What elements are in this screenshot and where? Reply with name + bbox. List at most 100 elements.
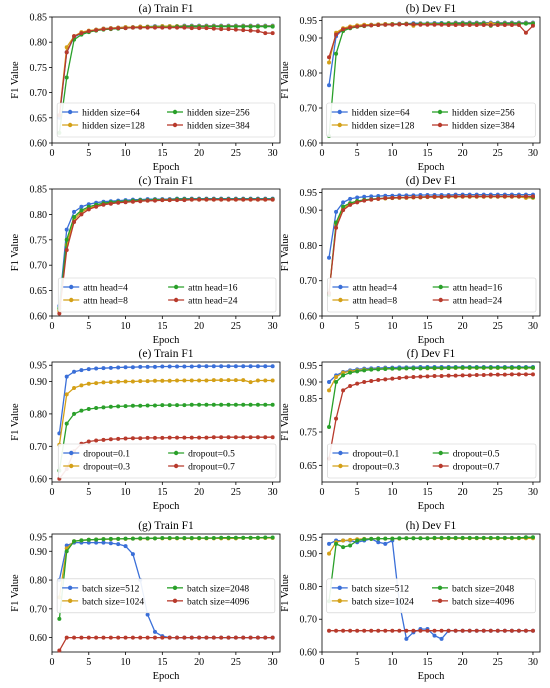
- x-tick-label: 5: [86, 487, 91, 498]
- data-point: [138, 25, 143, 30]
- data-point: [453, 373, 458, 378]
- data-point: [327, 380, 332, 384]
- x-tick-label: 30: [528, 657, 538, 668]
- data-point: [241, 435, 246, 440]
- x-tick-label: 20: [458, 321, 468, 332]
- legend-label: attn head=24: [453, 297, 503, 307]
- data-point: [182, 378, 187, 383]
- legend-swatch-marker: [437, 122, 443, 128]
- x-tick-label: 30: [528, 148, 538, 159]
- data-point: [255, 24, 260, 29]
- x-axis-label: Epoch: [153, 162, 181, 173]
- data-point: [204, 536, 209, 541]
- data-point: [523, 365, 528, 370]
- legend-swatch-marker: [437, 585, 443, 591]
- x-axis-label: Epoch: [153, 335, 181, 346]
- data-point: [182, 25, 187, 30]
- data-point: [248, 635, 253, 640]
- y-tick-label: 0.90: [300, 549, 318, 560]
- data-point: [453, 365, 458, 370]
- x-tick-label: 20: [458, 148, 468, 159]
- data-point: [241, 364, 246, 369]
- data-point: [474, 365, 479, 370]
- data-point: [397, 195, 402, 200]
- data-point: [369, 367, 374, 372]
- data-point: [509, 628, 514, 633]
- data-point: [175, 536, 180, 541]
- x-tick-label: 20: [194, 657, 204, 668]
- series-red: [57, 635, 275, 653]
- legend-label: attn head=4: [83, 284, 128, 294]
- data-point: [204, 435, 209, 440]
- data-point: [474, 535, 479, 540]
- data-point: [211, 26, 216, 31]
- data-point: [432, 628, 437, 633]
- series-blue: [57, 364, 275, 436]
- data-point: [334, 628, 339, 633]
- data-point: [495, 628, 500, 633]
- data-point: [474, 23, 479, 28]
- legend-box: [56, 578, 276, 614]
- data-point: [138, 536, 143, 541]
- data-point: [152, 635, 157, 640]
- y-tick-label: 0.80: [30, 210, 48, 221]
- data-point: [86, 540, 91, 545]
- data-point: [226, 197, 231, 202]
- data-point: [116, 542, 121, 547]
- data-point: [189, 402, 194, 407]
- y-tick-label: 0.85: [300, 394, 318, 405]
- y-tick-label: 0.60: [30, 633, 48, 644]
- data-point: [348, 384, 353, 388]
- y-tick-label: 0.95: [300, 188, 318, 199]
- data-point: [175, 635, 180, 640]
- x-tick-label: 0: [320, 321, 325, 332]
- data-point: [488, 194, 493, 199]
- x-axis-label: Epoch: [153, 501, 181, 512]
- legend-label: batch size=1024: [352, 597, 414, 607]
- data-point: [369, 194, 374, 199]
- data-point: [130, 365, 135, 370]
- data-point: [57, 648, 62, 653]
- y-tick-label: 0.90: [30, 377, 48, 388]
- data-point: [439, 22, 444, 27]
- data-point: [355, 381, 360, 386]
- legend-label: hidden size=128: [352, 122, 415, 132]
- data-point: [432, 366, 437, 370]
- data-point: [94, 204, 99, 209]
- data-point: [130, 379, 135, 384]
- data-point: [369, 197, 374, 202]
- y-tick-label: 0.95: [30, 532, 48, 543]
- data-point: [467, 373, 472, 378]
- x-tick-label: 15: [157, 487, 167, 498]
- x-tick-label: 15: [422, 321, 432, 332]
- x-tick-label: 20: [194, 321, 204, 332]
- data-point: [182, 435, 187, 440]
- data-point: [86, 439, 91, 444]
- data-point: [86, 29, 91, 34]
- legend-label: batch size=512: [352, 584, 410, 594]
- chart-panel-4: (e) Train F1 0 5 10 15 20 25 30 0.60 0.70 0.80 0.90…: [10, 348, 281, 512]
- y-tick-label: 0.80: [30, 409, 48, 420]
- data-point: [79, 204, 84, 209]
- data-point: [86, 207, 91, 212]
- data-point: [211, 435, 216, 440]
- y-tick-label: 0.80: [300, 69, 318, 80]
- data-point: [79, 383, 84, 388]
- data-point: [263, 24, 268, 29]
- y-tick-label: 0.90: [300, 206, 318, 217]
- data-point: [94, 635, 99, 640]
- data-point: [376, 540, 381, 545]
- data-point: [64, 549, 69, 554]
- data-point: [383, 22, 388, 27]
- x-tick-label: 25: [493, 148, 503, 159]
- data-point: [263, 435, 268, 440]
- data-point: [130, 536, 135, 541]
- data-point: [204, 635, 209, 640]
- data-point: [348, 202, 353, 207]
- x-tick-label: 30: [268, 321, 278, 332]
- data-point: [138, 403, 143, 408]
- data-point: [145, 435, 150, 440]
- data-point: [495, 23, 500, 28]
- data-point: [502, 23, 507, 28]
- legend-swatch-marker: [438, 297, 443, 303]
